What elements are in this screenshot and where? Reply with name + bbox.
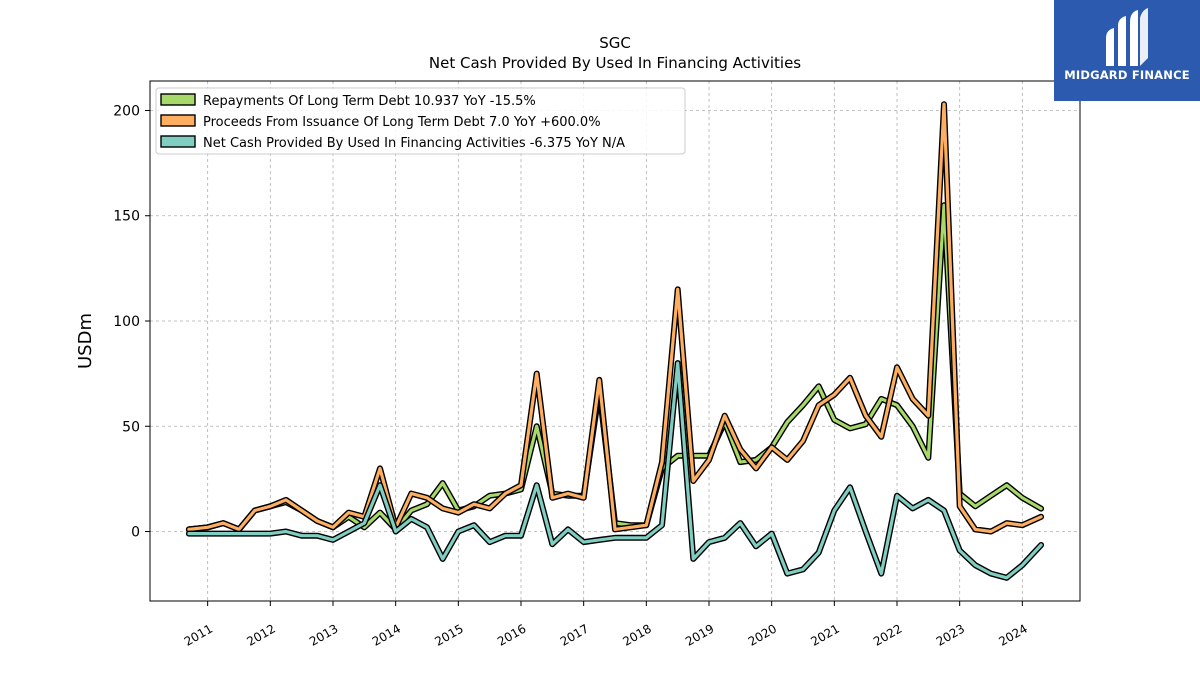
x-tick-label: 2020 — [746, 621, 779, 648]
series-outline-1 — [185, 202, 1045, 533]
legend: Repayments Of Long Term Debt 10.937 YoY … — [155, 87, 686, 155]
x-tick-label: 2012 — [244, 621, 277, 648]
y-tick-label: 200 — [113, 103, 140, 119]
midgard-finance-logo: MIDGARD FINANCE — [1054, 0, 1200, 101]
y-tick-label: 100 — [113, 314, 140, 330]
x-tick-label: 2024 — [996, 621, 1029, 648]
chart-title: SGC — [599, 34, 631, 52]
legend-swatch — [160, 93, 196, 106]
x-tick-label: 2019 — [683, 621, 716, 648]
y-axis-label: USDm — [75, 313, 96, 369]
x-tick-label: 2017 — [558, 621, 591, 648]
x-tick-label: 2014 — [370, 621, 403, 648]
series-line-2 — [187, 102, 1043, 534]
x-tick-label: 2018 — [620, 621, 653, 648]
legend-box — [155, 87, 686, 155]
x-tick-label: 2023 — [934, 621, 967, 648]
series-outline-2 — [185, 101, 1045, 535]
legend-swatch — [160, 114, 196, 127]
y-tick-label: 50 — [122, 419, 140, 435]
series-line-3 — [187, 361, 1043, 580]
legend-swatch — [160, 135, 196, 148]
legend-label: Repayments Of Long Term Debt 10.937 YoY … — [203, 94, 536, 109]
x-tick-label: 2011 — [182, 621, 215, 648]
x-tick-label: 2021 — [808, 621, 841, 648]
logo-mark-icon — [1106, 8, 1148, 66]
series-lines — [185, 101, 1045, 581]
series-line-1 — [187, 203, 1043, 532]
x-tick-label: 2022 — [871, 621, 904, 648]
x-tick-label: 2013 — [307, 621, 340, 648]
y-tick-label: 150 — [113, 209, 140, 225]
logo-text: MIDGARD FINANCE — [1064, 68, 1190, 82]
x-tick-label: 2016 — [495, 621, 528, 648]
chart-subtitle: Net Cash Provided By Used In Financing A… — [429, 54, 801, 72]
legend-label: Net Cash Provided By Used In Financing A… — [203, 136, 625, 151]
x-tick-label: 2015 — [432, 621, 465, 648]
y-tick-label: 0 — [131, 525, 140, 541]
plot-frame — [149, 80, 1081, 602]
legend-label: Proceeds From Issuance Of Long Term Debt… — [203, 115, 601, 130]
